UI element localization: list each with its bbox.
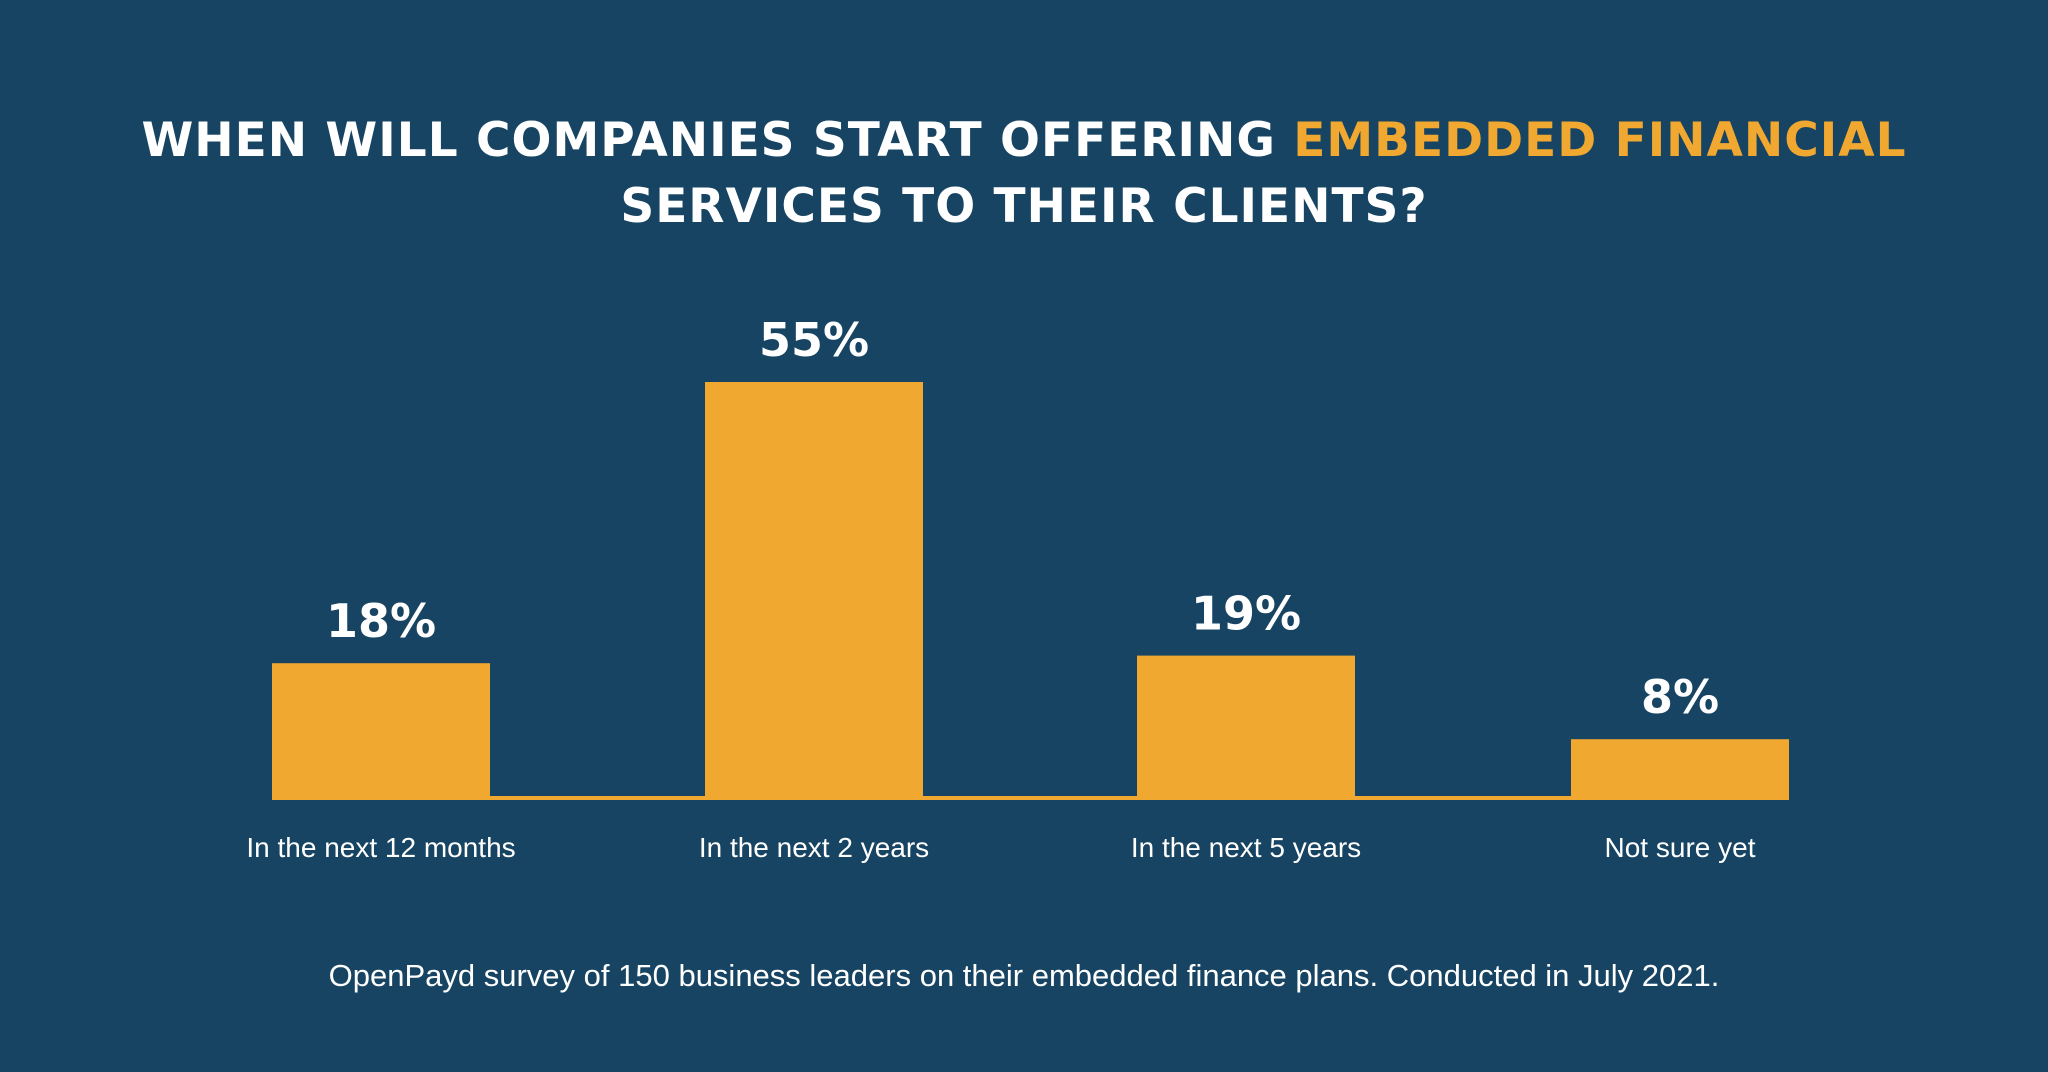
value-label-3: 19% — [1191, 587, 1301, 641]
value-label-2: 55% — [759, 313, 869, 367]
title-part1: WHEN WILL COMPANIES START OFFERING — [141, 113, 1294, 168]
category-label-3: In the next 5 years — [1131, 832, 1361, 863]
value-label-4: 8% — [1641, 670, 1719, 724]
footnote: OpenPayd survey of 150 business leaders … — [328, 958, 1720, 993]
chart-title: WHEN WILL COMPANIES START OFFERING EMBED… — [0, 108, 2048, 240]
title-line-2: SERVICES TO THEIR CLIENTS? — [620, 179, 1428, 234]
title-highlight: EMBEDDED FINANCIAL — [1293, 113, 1907, 168]
chart-baseline — [272, 796, 1789, 800]
category-label-1: In the next 12 months — [246, 832, 515, 863]
bar-4 — [1571, 739, 1789, 800]
bar-3 — [1137, 655, 1355, 800]
value-label-1: 18% — [326, 594, 436, 648]
bar-1 — [272, 663, 490, 800]
category-label-2: In the next 2 years — [699, 832, 929, 863]
category-label-4: Not sure yet — [1605, 832, 1756, 863]
bar-2 — [705, 382, 923, 800]
title-line-1: WHEN WILL COMPANIES START OFFERING EMBED… — [0, 108, 2048, 174]
